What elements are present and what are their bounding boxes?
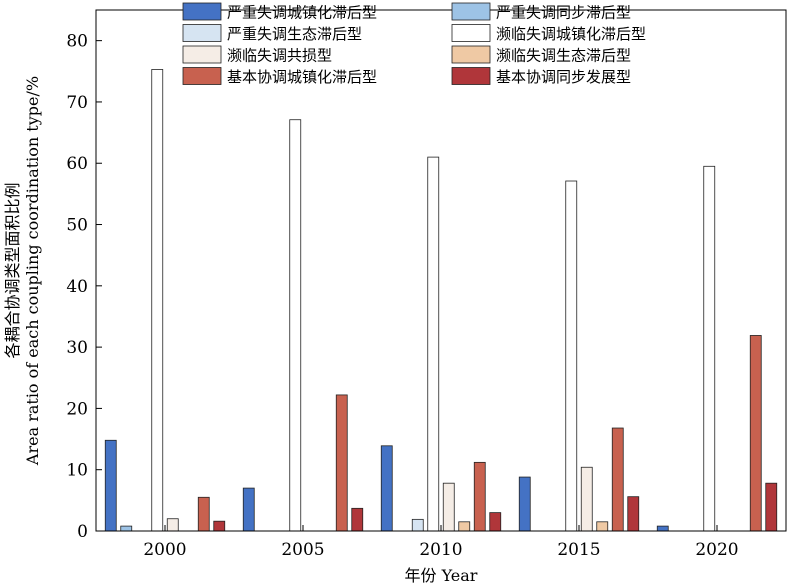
bar [627, 496, 640, 532]
y-tick-label: 30 [66, 338, 88, 358]
bar [411, 518, 424, 532]
legend-label: 严重失调城镇化滞后型 [227, 4, 377, 22]
bar [427, 156, 440, 532]
legend-label: 基本协调同步发展型 [496, 68, 631, 86]
bar [289, 119, 302, 532]
y-axis-title-zh: 各耦合协调类型面积比例 [3, 182, 22, 358]
bar [565, 180, 578, 532]
bar [596, 521, 609, 532]
bar [213, 520, 226, 532]
legend-swatch [182, 24, 222, 42]
bar [104, 439, 117, 532]
bar [166, 518, 179, 532]
bar [473, 461, 486, 532]
bar [458, 521, 471, 532]
bar [765, 482, 778, 532]
bar [580, 466, 593, 532]
bar [197, 496, 210, 532]
bars-group [104, 69, 778, 532]
legend-label: 濒临失调生态滞后型 [496, 47, 631, 65]
y-axis-title-en: Area ratio of each coupling coordination… [23, 76, 42, 466]
bar [703, 165, 716, 532]
legend-label: 濒临失调城镇化滞后型 [496, 25, 646, 43]
legend-swatch [451, 45, 491, 64]
bar [242, 487, 255, 532]
legend-label: 严重失调同步滞后型 [496, 4, 631, 22]
x-axis: 2000 2005 2010 2015 2020 [143, 525, 739, 560]
bar [380, 445, 393, 532]
y-tick-label: 10 [66, 461, 88, 481]
bar [442, 482, 455, 532]
y-tick-label: 60 [66, 154, 88, 174]
bar [351, 507, 364, 532]
bar [120, 525, 133, 532]
legend-swatch [451, 2, 491, 21]
bar [518, 476, 531, 532]
x-tick-label: 2020 [695, 540, 738, 560]
legend-swatch [451, 67, 491, 85]
legend-swatch [451, 24, 491, 42]
plot-frame [95, 9, 787, 532]
x-tick-label: 2000 [143, 540, 186, 560]
legend-label: 严重失调生态滞后型 [227, 25, 362, 43]
y-tick-label: 80 [66, 32, 88, 52]
legend-swatch [182, 67, 222, 85]
bar [489, 512, 502, 532]
x-tick-label: 2005 [281, 540, 324, 560]
y-tick-label: 20 [66, 399, 88, 419]
x-tick-label: 2010 [419, 540, 462, 560]
y-tick-label: 0 [77, 522, 88, 542]
legend-swatch [182, 2, 222, 21]
x-axis-title: 年份 Year [405, 566, 478, 585]
y-tick-label: 70 [66, 93, 88, 113]
bar [749, 335, 762, 532]
y-axis: 0 10 20 30 40 50 60 70 80 [66, 32, 102, 542]
legend-swatch [182, 45, 222, 64]
y-tick-label: 50 [66, 216, 88, 236]
bar [656, 525, 669, 532]
x-tick-label: 2015 [557, 540, 600, 560]
legend-label: 基本协调城镇化滞后型 [227, 68, 377, 86]
legend-label: 濒临失调共损型 [227, 47, 332, 65]
bar [335, 394, 348, 532]
bar [151, 69, 164, 532]
bar [611, 427, 624, 532]
y-tick-label: 40 [66, 277, 88, 297]
